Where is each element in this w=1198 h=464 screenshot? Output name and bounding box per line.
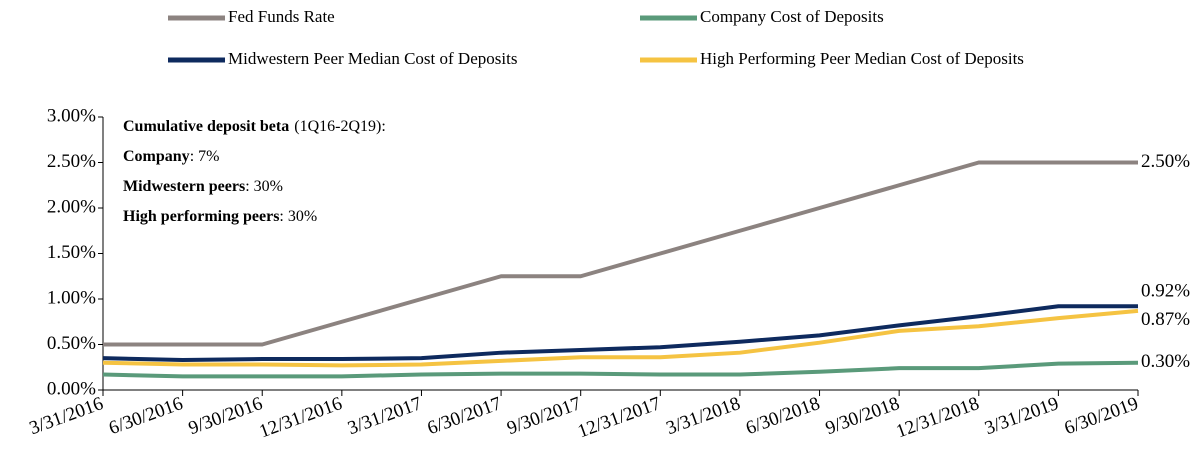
x-tick-label: 12/31/2016 bbox=[257, 393, 346, 442]
legend-label: Company Cost of Deposits bbox=[700, 7, 884, 26]
x-tick-label: 6/30/2019 bbox=[1062, 393, 1142, 439]
x-tick-label: 6/30/2018 bbox=[743, 393, 823, 439]
x-tick-label: 9/30/2018 bbox=[823, 393, 903, 439]
series-line bbox=[102, 360, 1139, 379]
y-tick-label: 0.00% bbox=[47, 378, 96, 399]
legend-label: Midwestern Peer Median Cost of Deposits bbox=[228, 49, 517, 68]
annotation-bold: Company bbox=[123, 148, 190, 165]
y-tick-label: 2.00% bbox=[47, 196, 96, 217]
y-tick-label: 1.00% bbox=[47, 287, 96, 308]
annotation-text: : 7% bbox=[190, 148, 220, 165]
series-line bbox=[103, 160, 1138, 347]
annotation-bold: Cumulative deposit beta bbox=[123, 118, 289, 135]
data-label: 0.87% bbox=[1141, 309, 1190, 330]
annotation-bold: High performing peers bbox=[123, 208, 279, 225]
annotation-text: : 30% bbox=[245, 178, 283, 195]
legend-label: Fed Funds Rate bbox=[228, 7, 335, 26]
annotation-text: (1Q16-2Q19): bbox=[294, 118, 386, 135]
y-tick-label: 1.50% bbox=[47, 242, 96, 263]
series-line bbox=[102, 304, 1138, 362]
x-tick-label: 12/31/2018 bbox=[893, 393, 982, 442]
annotation: Company: 7% bbox=[123, 148, 219, 165]
x-tick-label: 3/31/2019 bbox=[982, 393, 1062, 439]
x-tick-label: 9/30/2016 bbox=[186, 393, 266, 439]
x-tick-label: 6/30/2017 bbox=[425, 393, 505, 439]
annotation-text: : 30% bbox=[279, 208, 317, 225]
data-label: 0.30% bbox=[1141, 351, 1190, 372]
x-tick-label: 3/31/2016 bbox=[27, 393, 107, 439]
x-tick-label: 12/31/2017 bbox=[575, 393, 664, 442]
series-line bbox=[102, 308, 1139, 368]
legend-label: High Performing Peer Median Cost of Depo… bbox=[700, 49, 1024, 68]
annotation: High performing peers: 30% bbox=[123, 208, 317, 225]
annotation: Midwestern peers: 30% bbox=[123, 178, 283, 195]
x-tick-label: 9/30/2017 bbox=[504, 393, 584, 439]
x-tick-label: 3/31/2017 bbox=[345, 393, 425, 439]
annotation: Cumulative deposit beta (1Q16-2Q19): bbox=[123, 118, 386, 135]
y-tick-label: 0.50% bbox=[47, 333, 96, 354]
x-tick-label: 6/30/2016 bbox=[106, 393, 186, 439]
y-tick-label: 3.00% bbox=[47, 105, 96, 126]
data-label: 2.50% bbox=[1141, 151, 1190, 172]
data-label: 0.92% bbox=[1141, 281, 1190, 302]
annotation-bold: Midwestern peers bbox=[123, 178, 245, 195]
x-tick-label: 3/31/2018 bbox=[664, 393, 744, 439]
y-tick-label: 2.50% bbox=[47, 151, 96, 172]
